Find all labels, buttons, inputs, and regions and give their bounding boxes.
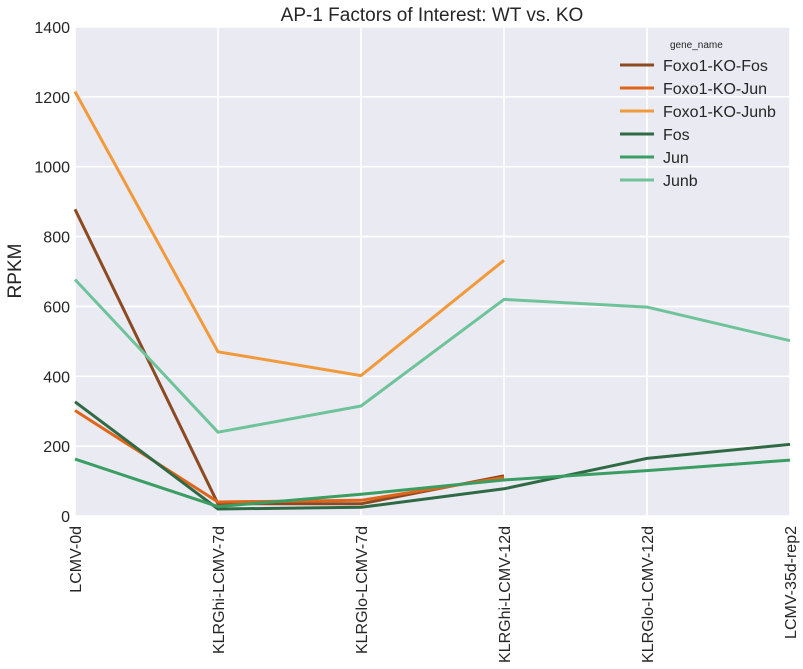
y-tick-label: 400 xyxy=(43,369,70,386)
legend-label-foxo1-ko-fos: Foxo1-KO-Fos xyxy=(663,58,768,75)
series-lines xyxy=(73,90,791,511)
chart-title: AP-1 Factors of Interest: WT vs. KO xyxy=(281,5,584,26)
y-axis-ticks: 0 200 400 600 800 1000 1200 1400 xyxy=(34,20,70,526)
x-axis-ticks: LCMV-0d KLRGhi-LCMV-7d KLRGlo-LCMV-7d KLRGh… xyxy=(68,526,800,663)
series-line-fos xyxy=(74,400,791,511)
y-tick-label: 1400 xyxy=(34,20,70,37)
legend-label-foxo1-ko-junb: Foxo1-KO-Junb xyxy=(663,104,776,121)
x-tick-label: KLRGlo-LCMV-12d xyxy=(640,526,657,663)
x-tick-label: LCMV-0d xyxy=(68,526,85,593)
y-tick-label: 200 xyxy=(43,439,70,456)
legend-label-fos: Fos xyxy=(663,127,690,144)
legend: gene_name Foxo1-KO-Fos Foxo1-KO-Jun Foxo1-… xyxy=(620,40,776,190)
legend-label-junb: Junb xyxy=(663,173,698,190)
y-tick-label: 1200 xyxy=(34,90,70,107)
x-tick-label: LCMV-35d-rep2 xyxy=(783,526,800,639)
plot-area xyxy=(75,27,790,516)
gridlines xyxy=(74,26,791,517)
legend-label-jun: Jun xyxy=(663,150,689,167)
y-tick-label: 1000 xyxy=(34,160,70,177)
x-tick-label: KLRGhi-LCMV-12d xyxy=(497,526,514,663)
series-line-foxo1-ko-junb xyxy=(73,90,505,378)
x-tick-label: KLRGlo-LCMV-7d xyxy=(354,526,371,654)
series-line-jun xyxy=(74,457,791,509)
legend-title: gene_name xyxy=(670,40,723,51)
y-axis-label: RPKM xyxy=(5,244,26,299)
series-line-junb xyxy=(73,278,791,434)
y-tick-label: 800 xyxy=(43,230,70,247)
x-tick-label: KLRGhi-LCMV-7d xyxy=(211,526,228,654)
y-tick-label: 0 xyxy=(61,509,70,526)
legend-label-foxo1-ko-jun: Foxo1-KO-Jun xyxy=(663,81,767,98)
y-tick-label: 600 xyxy=(43,299,70,316)
